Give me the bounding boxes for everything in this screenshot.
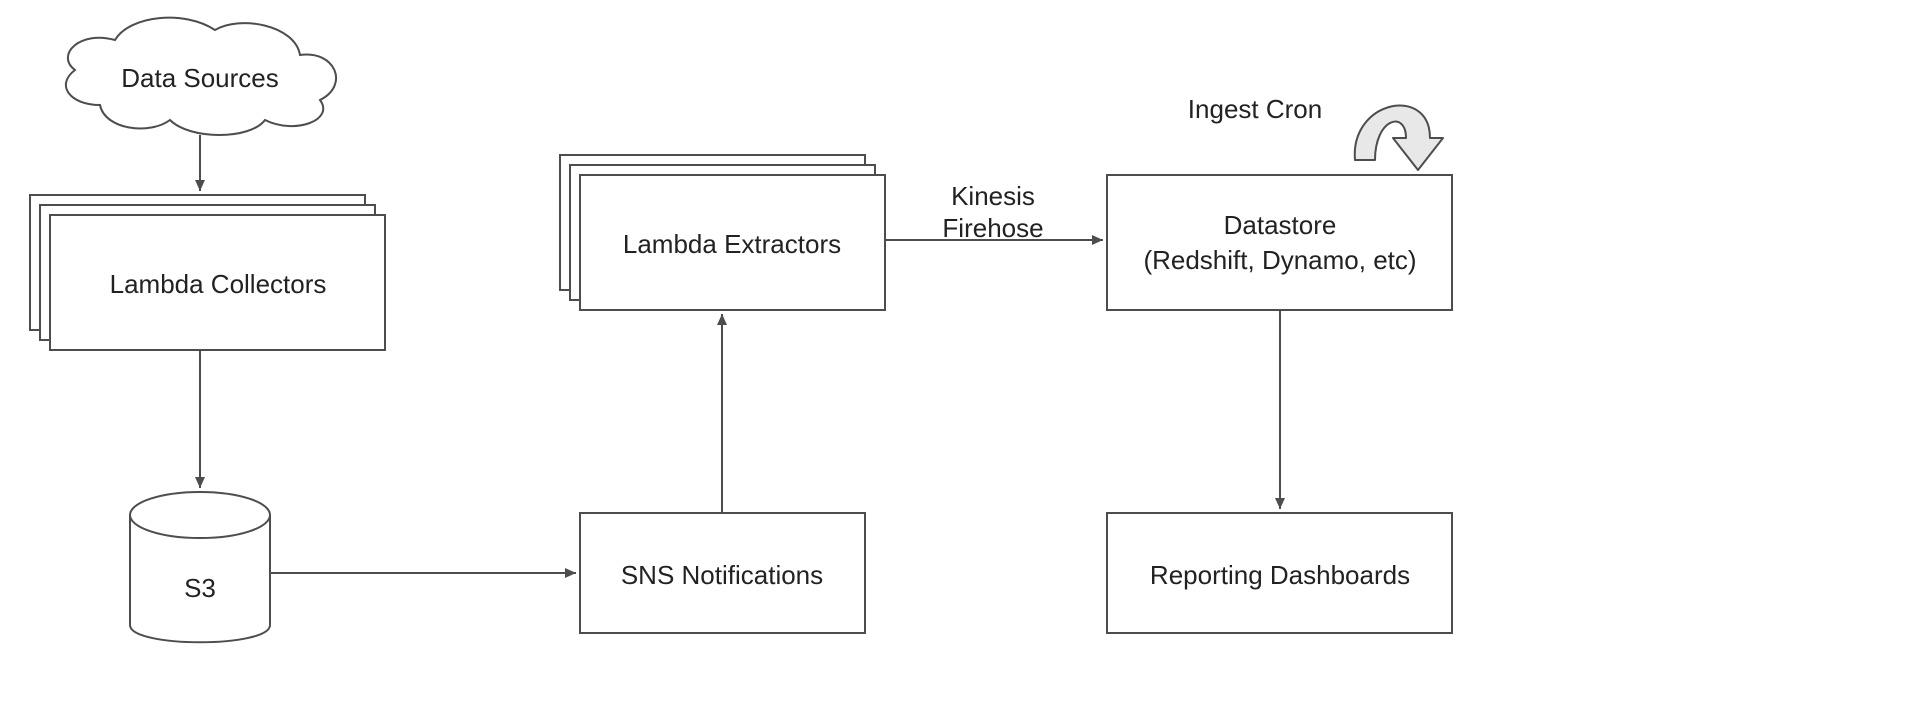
label-ingest-cron: Ingest Cron <box>1188 94 1322 124</box>
ingest-cron-icon: Ingest Cron <box>1188 94 1443 170</box>
node-lambda-collectors: Lambda Collectors <box>30 195 385 350</box>
node-data-sources: Data Sources <box>66 18 336 135</box>
node-sns-notifications: SNS Notifications <box>580 513 865 633</box>
label-lambda-collectors: Lambda Collectors <box>110 269 327 299</box>
label-kinesis-line1: Kinesis <box>951 181 1035 211</box>
label-s3: S3 <box>184 573 216 603</box>
node-reporting-dashboards: Reporting Dashboards <box>1107 513 1452 633</box>
node-lambda-extractors: Lambda Extractors <box>560 155 885 310</box>
label-sns-notifications: SNS Notifications <box>621 560 823 590</box>
label-reporting-dashboards: Reporting Dashboards <box>1150 560 1410 590</box>
label-datastore-line2: (Redshift, Dynamo, etc) <box>1143 245 1416 275</box>
label-data-sources: Data Sources <box>121 63 279 93</box>
label-kinesis-line2: Firehose <box>942 213 1043 243</box>
edge-extractors-datastore: Kinesis Firehose <box>885 181 1103 243</box>
node-datastore: Datastore (Redshift, Dynamo, etc) <box>1107 175 1452 310</box>
label-lambda-extractors: Lambda Extractors <box>623 229 841 259</box>
label-datastore-line1: Datastore <box>1224 210 1337 240</box>
node-s3: S3 <box>130 492 270 642</box>
